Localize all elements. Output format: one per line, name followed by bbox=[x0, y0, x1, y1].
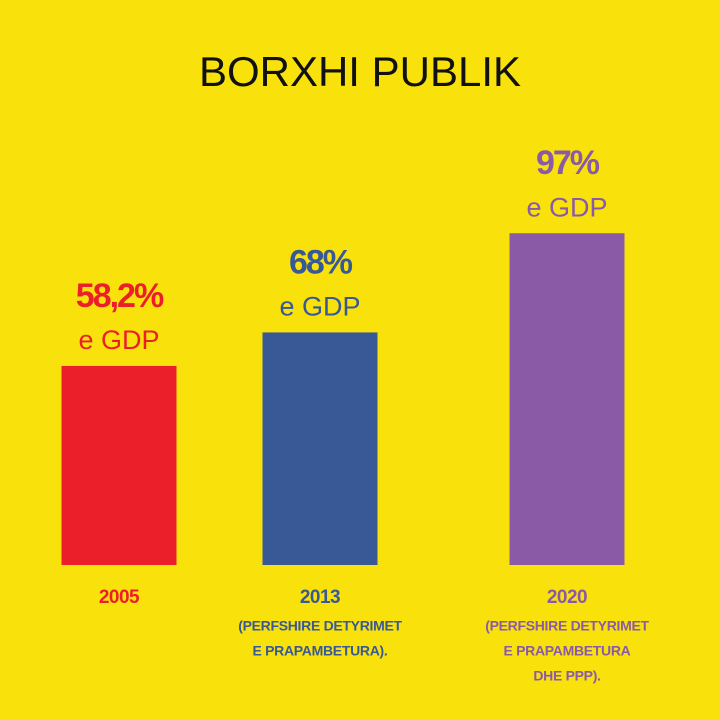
category-note: DHE PPP). bbox=[533, 668, 600, 684]
bar bbox=[61, 365, 177, 565]
bar bbox=[509, 233, 625, 565]
value-label: 97% bbox=[536, 144, 600, 182]
category-note: E PRAPAMBETURA). bbox=[253, 643, 388, 659]
category-note: (PERFSHIRE DETYRIMET bbox=[238, 618, 402, 634]
chart-title: BORXHI PUBLIK bbox=[199, 48, 521, 95]
x-tick-label: 2005 bbox=[99, 587, 140, 608]
value-note: e GDP bbox=[78, 325, 159, 355]
value-label: 58,2% bbox=[76, 277, 164, 315]
x-tick-label: 2013 bbox=[300, 587, 340, 608]
value-label: 68% bbox=[289, 243, 353, 281]
value-note: e GDP bbox=[279, 292, 360, 322]
value-note: e GDP bbox=[526, 192, 607, 222]
category-note: (PERFSHIRE DETYRIMET bbox=[485, 618, 649, 634]
category-note: E PRAPAMBETURA bbox=[504, 643, 631, 659]
x-tick-label: 2020 bbox=[547, 587, 587, 608]
bar bbox=[262, 332, 378, 565]
